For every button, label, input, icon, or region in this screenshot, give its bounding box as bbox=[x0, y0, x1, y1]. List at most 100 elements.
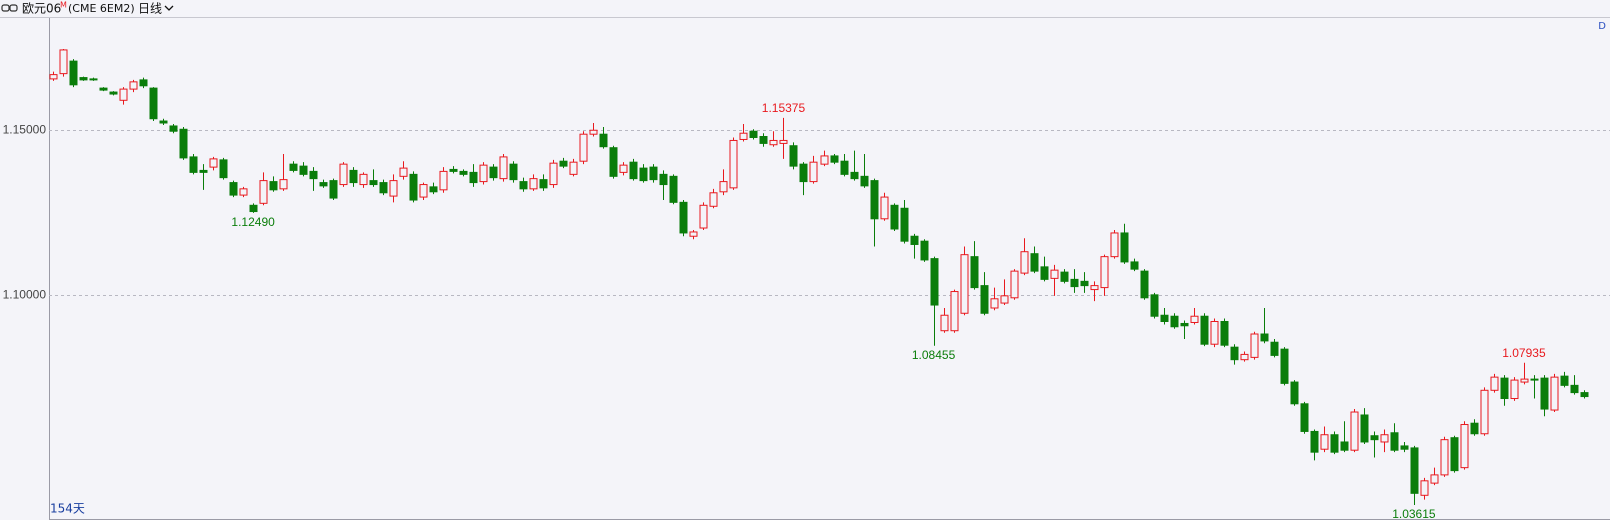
candle-body bbox=[579, 133, 588, 162]
candle-body bbox=[1170, 315, 1179, 328]
link-icon[interactable] bbox=[1, 4, 18, 12]
candle-body bbox=[89, 78, 98, 81]
candle-body bbox=[1300, 403, 1309, 432]
candle-body bbox=[1400, 445, 1409, 450]
candle-body bbox=[549, 162, 558, 186]
candle-body bbox=[1030, 253, 1039, 272]
candle-body bbox=[389, 180, 398, 197]
count-label: 154天 bbox=[50, 502, 85, 516]
candle-body bbox=[1500, 377, 1509, 400]
candle-body bbox=[1270, 341, 1279, 356]
candle-body bbox=[69, 60, 78, 86]
candle-body bbox=[1020, 251, 1029, 274]
candles bbox=[49, 48, 1589, 506]
candle-body bbox=[1260, 333, 1269, 342]
candle-body bbox=[880, 196, 889, 220]
candle-body bbox=[369, 180, 378, 186]
candle-body bbox=[109, 91, 118, 95]
candle-body bbox=[930, 258, 939, 306]
candle-body bbox=[779, 139, 788, 144]
candle-body bbox=[1470, 422, 1479, 435]
candle-body bbox=[1130, 261, 1139, 270]
candle-body bbox=[820, 155, 829, 165]
candle-body bbox=[1420, 480, 1429, 496]
candle-body bbox=[1230, 346, 1239, 361]
candle-body bbox=[349, 169, 358, 184]
candle-body bbox=[559, 160, 568, 167]
extreme-label: 1.03615 bbox=[1392, 507, 1436, 520]
candle-body bbox=[1200, 315, 1209, 345]
candle-body bbox=[1390, 432, 1399, 451]
candle-body bbox=[509, 163, 518, 181]
candle-body bbox=[1180, 322, 1189, 327]
candle-body bbox=[920, 240, 929, 261]
candle-body bbox=[489, 166, 498, 179]
candle-body bbox=[749, 130, 758, 138]
candle-body bbox=[1070, 278, 1079, 288]
candle-body bbox=[279, 179, 288, 190]
candle-body bbox=[529, 178, 538, 190]
candle-body bbox=[860, 175, 869, 187]
period-dropdown-arrow[interactable] bbox=[164, 5, 174, 11]
candle-body bbox=[1410, 447, 1419, 494]
candle-body bbox=[970, 256, 979, 289]
candle-body bbox=[49, 74, 58, 80]
candle-body bbox=[1000, 295, 1009, 304]
period-selector[interactable]: 日线 bbox=[138, 2, 162, 16]
candle-body bbox=[519, 181, 528, 190]
candle-body bbox=[1150, 294, 1159, 317]
extreme-label: 1.12490 bbox=[231, 215, 275, 229]
grid: 1.10000 1.15000 bbox=[3, 123, 1610, 302]
candle-body bbox=[659, 173, 668, 186]
candle-body bbox=[1570, 384, 1579, 394]
header: 欧元06 M (CME 6EM2) 日线 D bbox=[0, 0, 1610, 32]
candle-body bbox=[870, 180, 879, 220]
candle-body bbox=[99, 87, 108, 91]
y-tick-label: 1.15000 bbox=[3, 123, 47, 137]
candle-body bbox=[1520, 378, 1529, 383]
candle-body bbox=[209, 158, 218, 168]
candle-body bbox=[1160, 314, 1169, 322]
instrument-flag: M bbox=[60, 1, 67, 10]
candle-body bbox=[799, 163, 808, 183]
candle-body bbox=[429, 186, 438, 193]
candle-body bbox=[59, 49, 68, 75]
candle-body bbox=[699, 204, 708, 229]
candle-body bbox=[289, 163, 298, 171]
candle-body bbox=[309, 170, 318, 180]
candle-body bbox=[409, 173, 418, 201]
candle-body bbox=[149, 87, 158, 120]
candle-body bbox=[1580, 392, 1589, 398]
candle-body bbox=[1540, 377, 1549, 410]
candle-body bbox=[329, 180, 338, 199]
candle-body bbox=[619, 164, 628, 173]
candle-body bbox=[239, 188, 248, 196]
candle-body bbox=[469, 171, 478, 184]
candle-body bbox=[739, 132, 748, 140]
candle-body bbox=[459, 170, 468, 175]
candle-body bbox=[1210, 320, 1219, 345]
candle-body bbox=[179, 128, 188, 159]
candle-body bbox=[339, 163, 348, 186]
candle-body bbox=[419, 184, 428, 198]
header-bar bbox=[0, 0, 1610, 17]
candle-body bbox=[1110, 232, 1119, 258]
candle-body bbox=[709, 192, 718, 207]
candle-body bbox=[1140, 270, 1149, 299]
candle-body bbox=[639, 167, 648, 182]
candle-body bbox=[729, 139, 738, 189]
candle-body bbox=[1100, 256, 1109, 289]
candle-body bbox=[940, 314, 949, 332]
candle-body bbox=[1350, 411, 1359, 451]
candle-body bbox=[649, 166, 658, 181]
y-tick-label: 1.10000 bbox=[3, 288, 47, 302]
candle-body bbox=[809, 161, 818, 183]
candle-body bbox=[1460, 424, 1469, 469]
candle-body bbox=[1060, 271, 1069, 282]
candle-body bbox=[900, 207, 909, 242]
candle-body bbox=[840, 160, 849, 175]
candle-body bbox=[199, 169, 208, 173]
candle-body bbox=[960, 254, 969, 314]
candle-body bbox=[1550, 376, 1559, 411]
candle-body bbox=[1120, 232, 1129, 263]
